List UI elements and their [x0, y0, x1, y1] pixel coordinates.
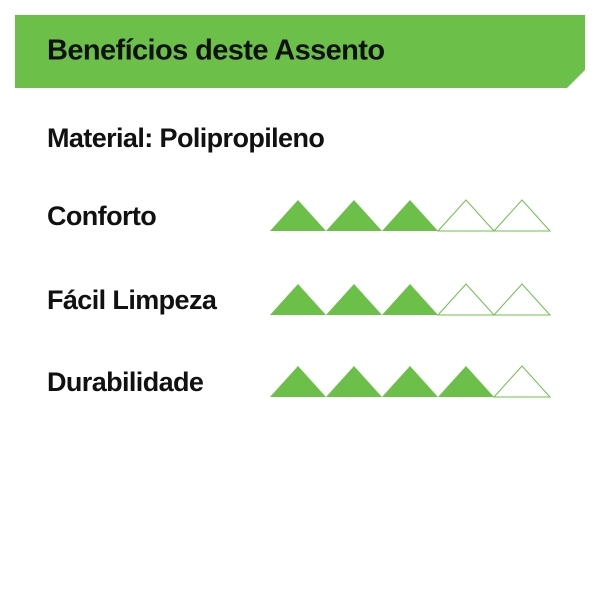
header-title: Benefícios deste Assento [47, 35, 384, 67]
rating-triangle-filled [270, 284, 326, 315]
rating-triangle-empty [436, 199, 496, 232]
rating-triangle-filled [382, 366, 438, 397]
rating-label: Durabilidade [47, 367, 204, 397]
rating-triangle-filled [326, 284, 382, 315]
rating-triangle-filled [270, 200, 326, 231]
rating-triangle-filled [326, 366, 382, 397]
rating-triangle-filled [326, 200, 382, 231]
rating-triangle-filled [382, 284, 438, 315]
rating-triangle-filled [270, 366, 326, 397]
header-banner [15, 15, 585, 88]
rating-triangle-filled [438, 366, 494, 397]
rating-triangle-empty [436, 283, 496, 316]
rating-triangle-filled [382, 200, 438, 231]
rating-label: Conforto [47, 201, 156, 231]
rating-triangle-empty [492, 365, 552, 398]
rating-triangle-empty [492, 283, 552, 316]
material-text: Material: Polipropileno [47, 123, 324, 153]
rating-label: Fácil Limpeza [47, 285, 218, 315]
rating-triangle-empty [492, 199, 552, 232]
